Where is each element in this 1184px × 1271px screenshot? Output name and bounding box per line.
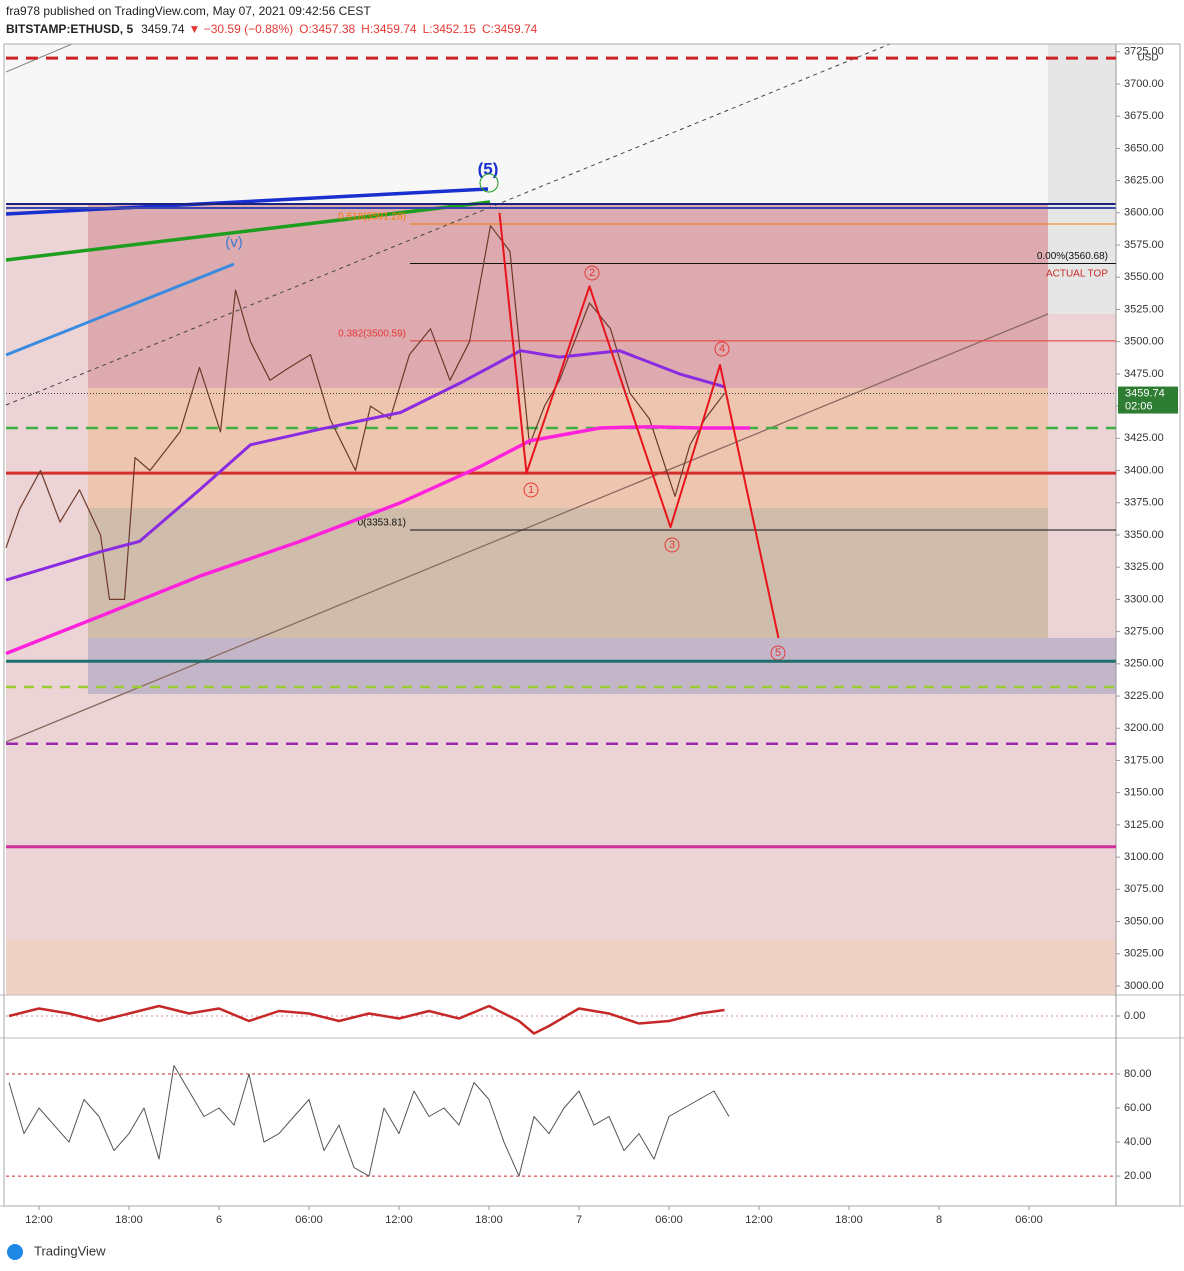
currency: USD (1137, 53, 1158, 64)
footer: TradingView (34, 1243, 106, 1258)
wave-marker (479, 173, 499, 193)
x-tick-label: 12:00 (25, 1214, 53, 1226)
y-tick-label: 40.00 (1124, 1136, 1152, 1148)
logo (7, 1244, 23, 1260)
x-tick-label: 12:00 (745, 1214, 773, 1226)
y-tick-label: 3350.00 (1124, 529, 1164, 541)
x-tick-label: 6 (216, 1214, 222, 1226)
y-tick-label: 3125.00 (1124, 819, 1164, 831)
y-tick-label: 3675.00 (1124, 110, 1164, 122)
y-tick-label: 3275.00 (1124, 626, 1164, 638)
x-tick-label: 06:00 (1015, 1214, 1043, 1226)
y-tick-label: 3225.00 (1124, 690, 1164, 702)
y-tick-label: 3625.00 (1124, 174, 1164, 186)
y-tick-label: 20.00 (1124, 1170, 1152, 1182)
wave-circle (714, 341, 730, 357)
y-tick-label: 3025.00 (1124, 948, 1164, 960)
series-line (8, 1065, 730, 1177)
y-tick-label: 80.00 (1124, 1068, 1152, 1080)
fib-label: 0.00%(3560.68) (1037, 251, 1108, 262)
y-tick-label: 3250.00 (1124, 658, 1164, 670)
series-line (5, 424, 750, 656)
y-tick-label: 3200.00 (1124, 722, 1164, 734)
x-tick-label: 12:00 (385, 1214, 413, 1226)
last-price: 3459.74 (1125, 387, 1165, 399)
y-tick-label: 3050.00 (1124, 915, 1164, 927)
trend-blue-light (5, 262, 235, 357)
price-tag (1118, 386, 1178, 414)
y-tick-label: 3075.00 (1124, 883, 1164, 895)
y-tick-label: 3475.00 (1124, 368, 1164, 380)
x-tick-label: 18:00 (835, 1214, 863, 1226)
fib-label: 0.382(3500.59) (338, 329, 406, 340)
wave-circle (523, 482, 539, 498)
y-tick-label: 3500.00 (1124, 336, 1164, 348)
y-tick-label: 3175.00 (1124, 754, 1164, 766)
wave-num: 1 (528, 484, 534, 496)
frame (3, 43, 1181, 1207)
y-tick-label: 3325.00 (1124, 561, 1164, 573)
symbol-line: BITSTAMP:ETHUSD, 5 3459.74 ▼ −30.59 (−0.88… (6, 22, 538, 36)
wave-label: (5) (478, 159, 499, 178)
y-tick-label: 3400.00 (1124, 464, 1164, 476)
published: fra978 published on TradingView.com, May… (6, 4, 371, 18)
countdown: 02:06 (1125, 400, 1153, 412)
fib-label: 0(3353.81) (358, 518, 406, 529)
y-tick-label: 3725.00 (1124, 46, 1164, 58)
x-tick-label: 06:00 (295, 1214, 323, 1226)
low: L:3452.15 (423, 22, 477, 36)
wave-num: 4 (719, 343, 725, 355)
zone-tan (88, 508, 1048, 638)
trend-dashed (5, 43, 891, 406)
series-line (498, 212, 780, 639)
y-tick-label: 3650.00 (1124, 142, 1164, 154)
y-tick-label: 3375.00 (1124, 497, 1164, 509)
y-tick-label: 0.00 (1124, 1010, 1145, 1022)
y-tick-label: 3100.00 (1124, 851, 1164, 863)
series-line (5, 349, 725, 582)
fib-label: 0.618(3591.28) (338, 212, 406, 223)
x-tick-label: 8 (936, 1214, 942, 1226)
zone-bottom (6, 940, 1116, 995)
series-line (5, 225, 725, 600)
y-tick-label: 3525.00 (1124, 303, 1164, 315)
wave-num: 5 (775, 647, 781, 659)
zone-lilac (88, 638, 1116, 694)
y-tick-label: 60.00 (1124, 1102, 1152, 1114)
y-tick-label: 3300.00 (1124, 593, 1164, 605)
x-tick-label: 18:00 (115, 1214, 143, 1226)
change: ▼ −30.59 (−0.88%) (189, 22, 294, 36)
y-tick-label: 3700.00 (1124, 78, 1164, 90)
y-tick-label: 3600.00 (1124, 207, 1164, 219)
zone-orange (88, 388, 1048, 508)
last: 3459.74 (141, 22, 185, 36)
x-tick-label: 06:00 (655, 1214, 683, 1226)
x-tick-label: 18:00 (475, 1214, 503, 1226)
y-tick-label: 3550.00 (1124, 271, 1164, 283)
trend-green (5, 200, 491, 262)
trend-channel (5, 313, 1049, 743)
y-tick-label: 3425.00 (1124, 432, 1164, 444)
trend-grey (5, 43, 73, 73)
future-zone (1048, 44, 1116, 314)
wave-num: 2 (589, 267, 595, 279)
symbol: BITSTAMP:ETHUSD, 5 (6, 22, 133, 36)
close: C:3459.74 (482, 22, 538, 36)
wave-circle (584, 265, 600, 281)
trend-blue (5, 187, 489, 216)
open: O:3457.38 (299, 22, 355, 36)
y-tick-label: 3000.00 (1124, 980, 1164, 992)
wave-circle (664, 537, 680, 553)
wave-label: (v) (225, 234, 243, 251)
note: ACTUAL TOP (1046, 269, 1108, 280)
x-tick-label: 7 (576, 1214, 582, 1226)
high: H:3459.74 (361, 22, 417, 36)
y-tick-label: 3575.00 (1124, 239, 1164, 251)
wave-num: 3 (669, 539, 675, 551)
y-tick-label: 3150.00 (1124, 787, 1164, 799)
series-line (8, 1004, 725, 1035)
